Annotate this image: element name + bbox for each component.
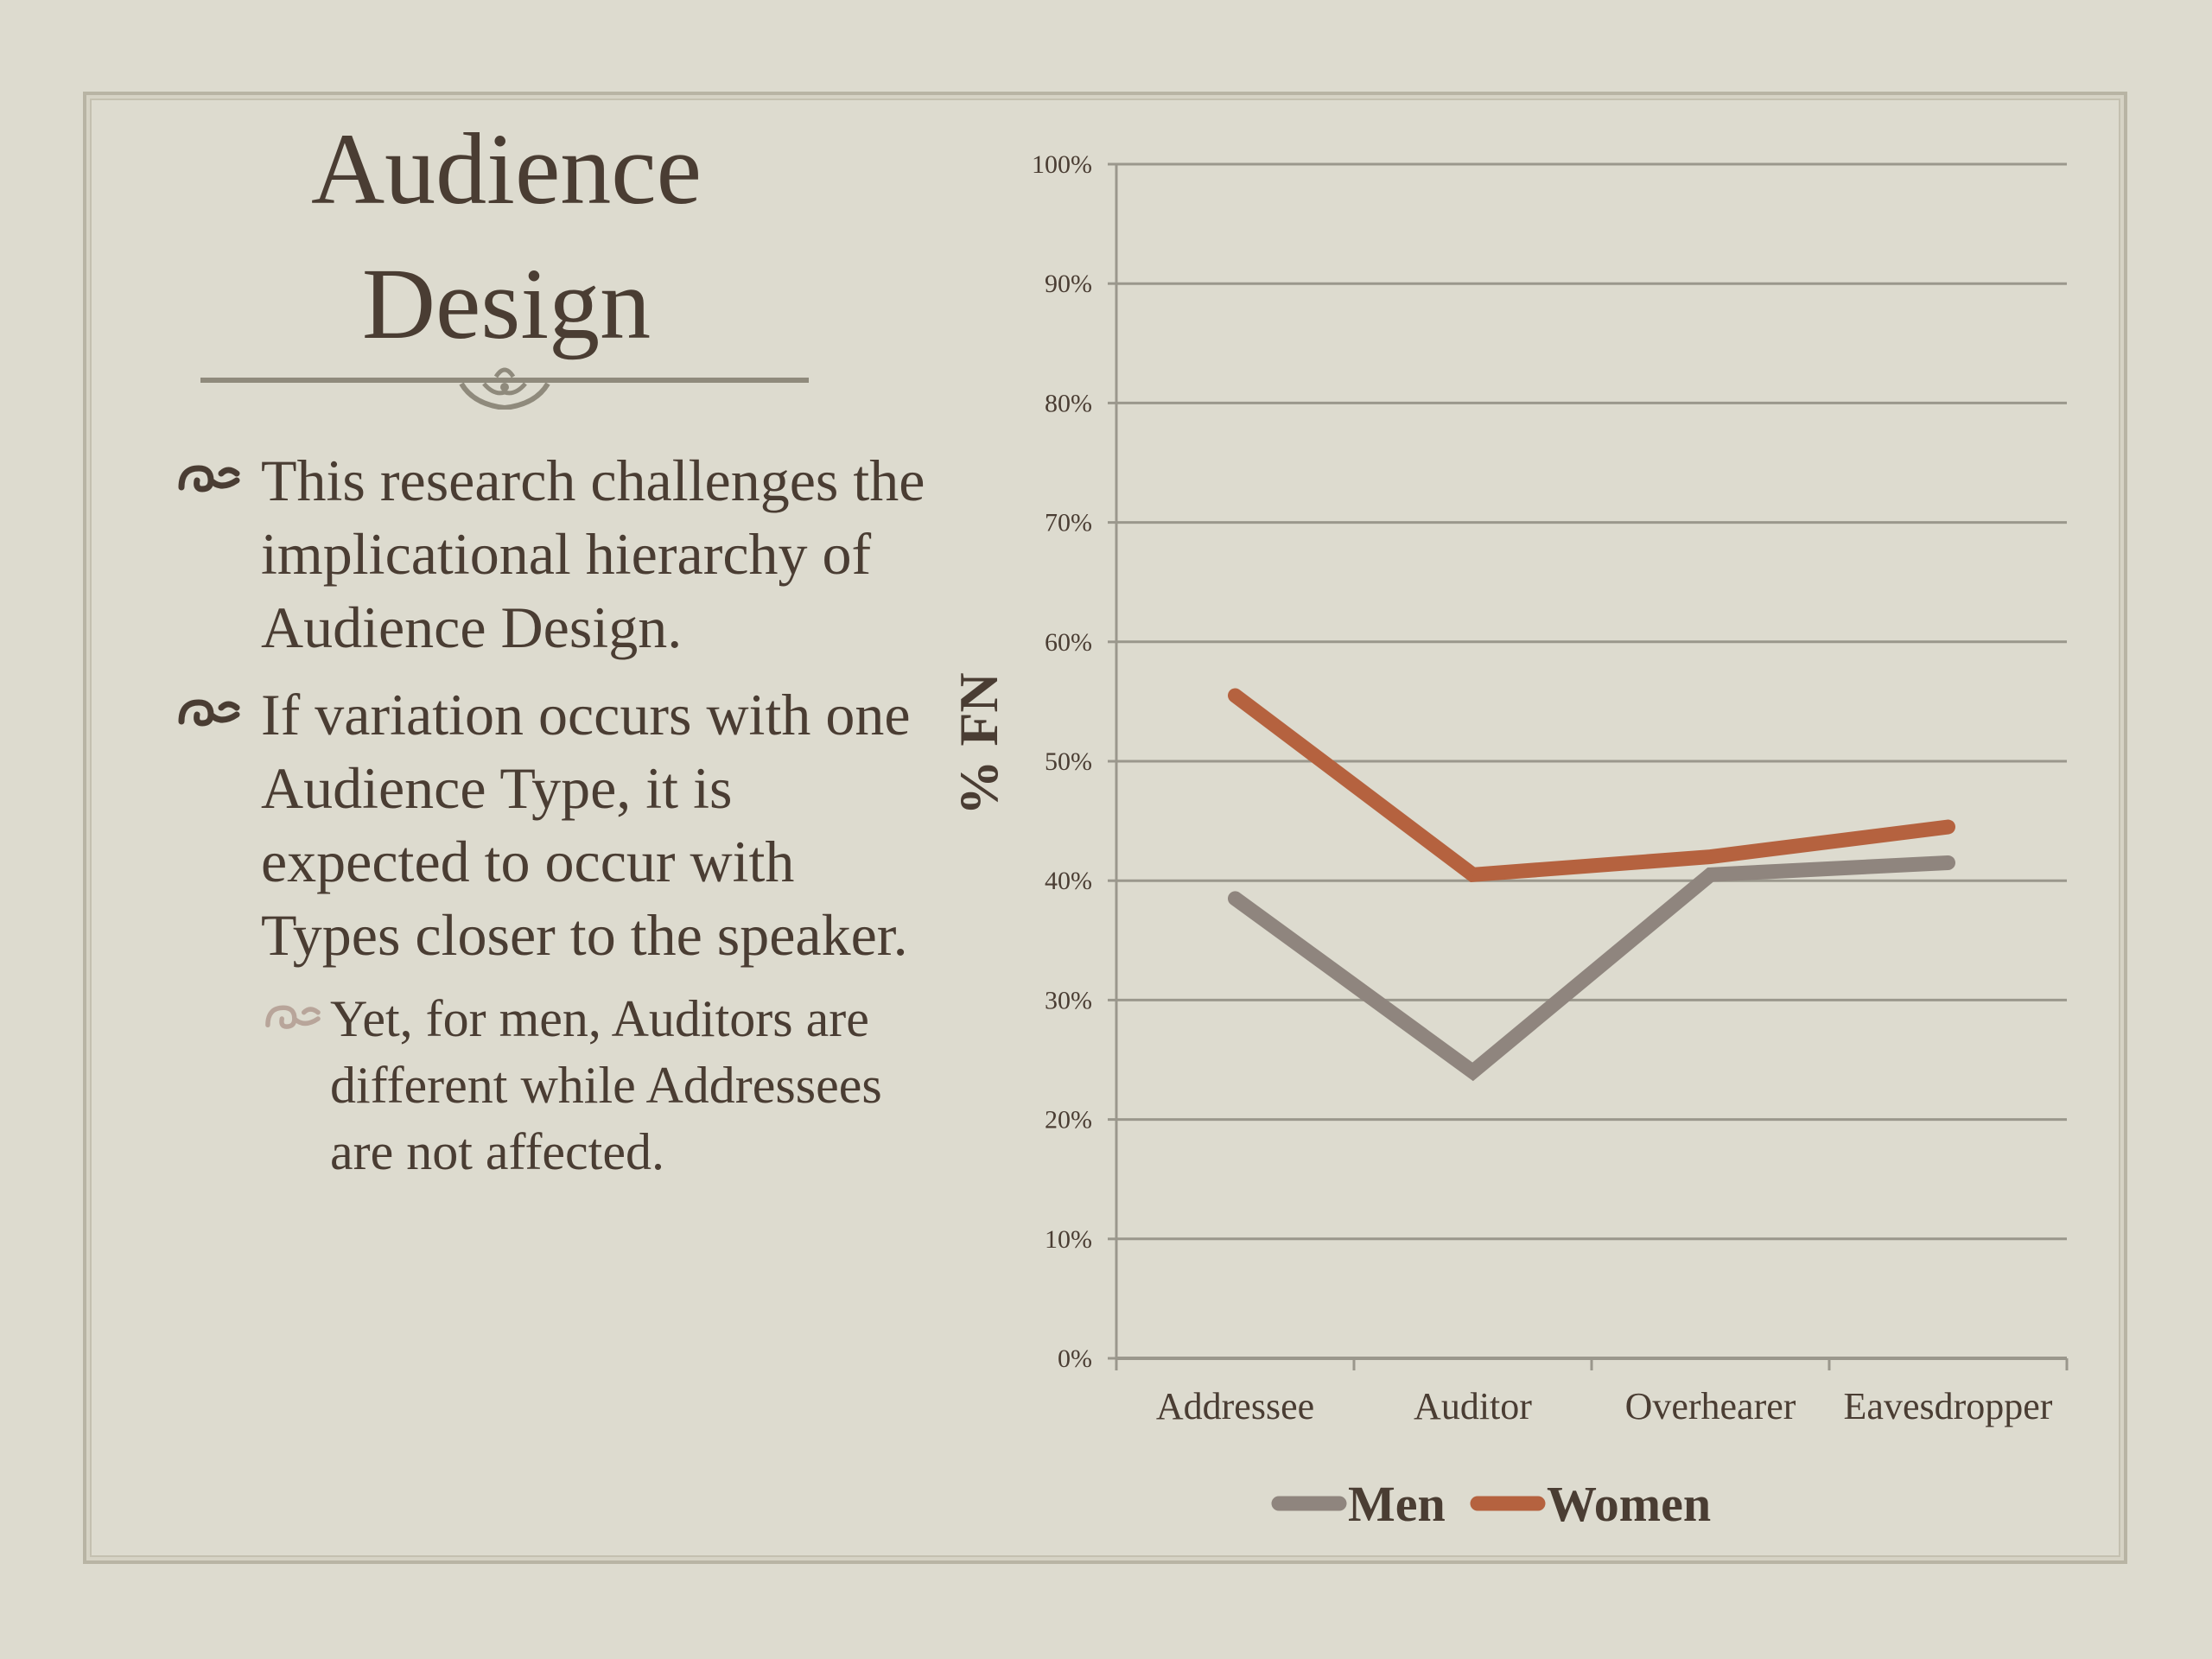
series-line-women [1228, 688, 1955, 883]
bullet-item-1: This research challenges the implication… [173, 444, 933, 664]
y-tick-label: 20% [1045, 1106, 1092, 1135]
bullet-text: This research challenges the implication… [261, 448, 925, 660]
title-line-1: Audience [310, 112, 702, 226]
fleuron-sub-bullet-icon [265, 1005, 321, 1029]
y-tick-label: 10% [1045, 1225, 1092, 1254]
title-line-2: Design [361, 247, 652, 360]
legend-label-men: Men [1348, 1476, 1446, 1532]
x-tick-label: Eavesdropper [1844, 1385, 2053, 1427]
y-tick-label: 100% [1032, 150, 1092, 179]
data-point-women [1709, 855, 1712, 858]
x-tick-label: Overhearer [1625, 1385, 1796, 1427]
y-tick-label: 70% [1045, 509, 1092, 537]
slide-frame [83, 92, 2127, 1564]
fleuron-bullet-icon [178, 699, 240, 727]
y-tick-label: 60% [1045, 628, 1092, 657]
sub-bullet-item-1: Yet, for men, Auditors are different whi… [173, 986, 933, 1185]
bullet-text: If variation occurs with one Audience Ty… [261, 682, 911, 968]
y-tick-label: 40% [1045, 867, 1092, 895]
y-tick-label: 90% [1045, 270, 1092, 298]
slide-title: Audience Design [161, 102, 852, 372]
data-point-men [1471, 1071, 1474, 1073]
data-point-men [1947, 861, 1949, 864]
data-point-women [1471, 874, 1474, 876]
sub-bullet-text: Yet, for men, Auditors are different whi… [330, 990, 882, 1180]
y-tick-label: 0% [1058, 1344, 1092, 1373]
y-tick-label: 30% [1045, 986, 1092, 1014]
y-tick-label: 50% [1045, 747, 1092, 776]
data-point-women [1947, 826, 1949, 829]
bullet-list: This research challenges the implication… [173, 444, 933, 1185]
y-tick-label: 80% [1045, 389, 1092, 417]
fleuron-bullet-icon [178, 465, 240, 493]
bullet-item-2: If variation occurs with one Audience Ty… [173, 678, 933, 972]
series-line-men [1228, 855, 1955, 1082]
data-point-women [1234, 694, 1236, 696]
data-point-men [1709, 874, 1712, 876]
x-tick-label: Addressee [1156, 1385, 1314, 1427]
x-tick-label: Auditor [1414, 1385, 1532, 1427]
line-chart: 0% 10% 20% 30% 40% 50% 60% 70% 80% 90% 100% Address… [948, 150, 2069, 1532]
legend-label-women: Women [1547, 1476, 1711, 1532]
y-axis-title: % FN [948, 672, 1009, 815]
title-ornament-divider [200, 367, 809, 410]
data-point-men [1234, 897, 1236, 899]
